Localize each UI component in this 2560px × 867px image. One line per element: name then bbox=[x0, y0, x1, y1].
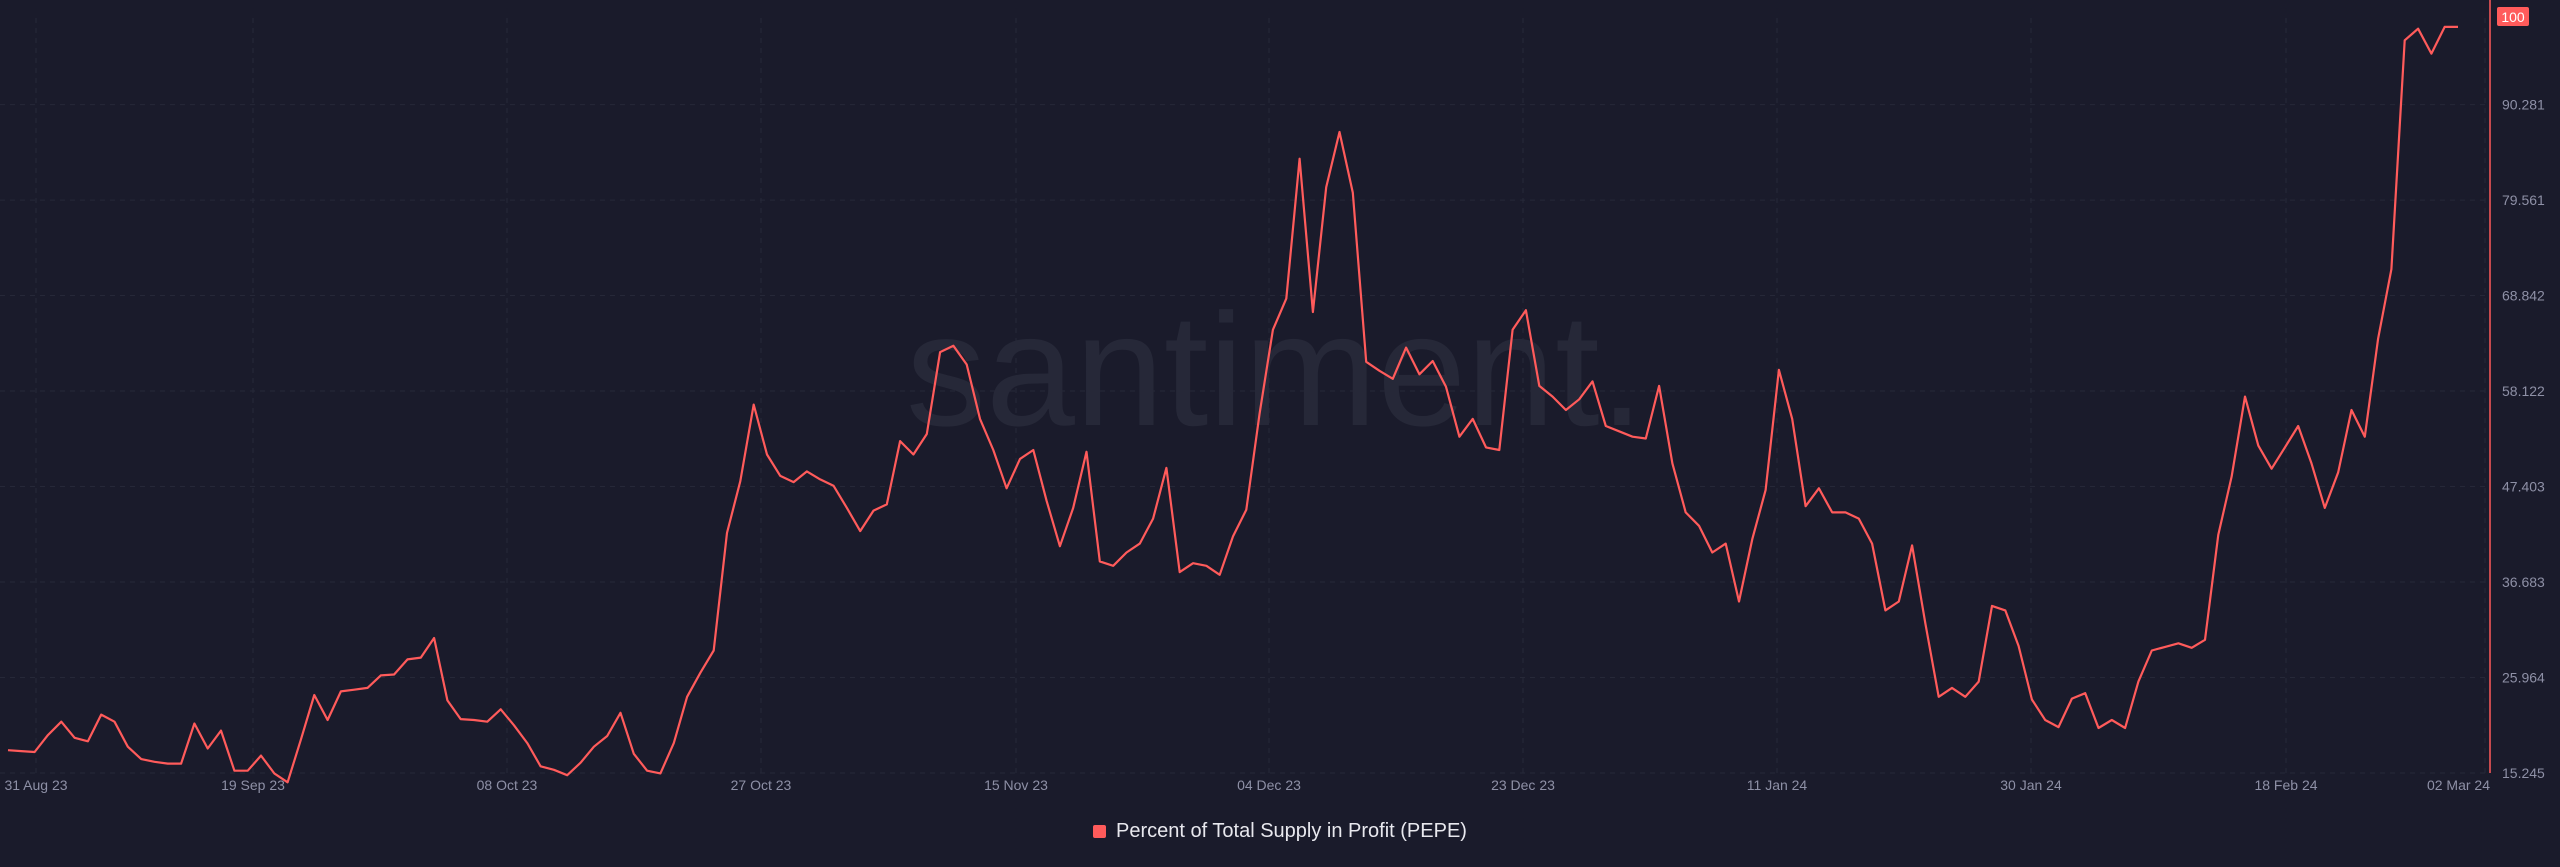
grid-lines bbox=[0, 18, 2490, 774]
x-tick-label: 02 Mar 24 bbox=[2427, 777, 2490, 793]
y-axis-ticks: 90.281 79.561 68.842 58.122 47.403 36.683 25.9… bbox=[2502, 97, 2545, 781]
x-tick-label: 27 Oct 23 bbox=[731, 777, 792, 793]
x-tick-label: 19 Sep 23 bbox=[221, 777, 285, 793]
current-value-badge: 100 bbox=[2497, 7, 2529, 26]
y-tick-label: 47.403 bbox=[2502, 479, 2545, 495]
santiment-watermark: santiment. bbox=[906, 280, 1644, 459]
series-line-pepe-supply-in-profit bbox=[7, 25, 2458, 784]
x-tick-label: 04 Dec 23 bbox=[1237, 777, 1301, 793]
x-tick-label: 23 Dec 23 bbox=[1491, 777, 1555, 793]
x-axis-ticks: 31 Aug 23 19 Sep 23 08 Oct 23 27 Oct 23 15 N… bbox=[4, 777, 2490, 793]
y-tick-label: 90.281 bbox=[2502, 97, 2545, 113]
x-tick-label: 08 Oct 23 bbox=[477, 777, 538, 793]
y-tick-label: 36.683 bbox=[2502, 574, 2545, 590]
legend-swatch-icon bbox=[1093, 825, 1107, 838]
x-tick-label: 18 Feb 24 bbox=[2254, 777, 2317, 793]
y-tick-label: 79.561 bbox=[2502, 192, 2545, 208]
series-layer bbox=[7, 25, 2458, 784]
x-tick-label: 11 Jan 24 bbox=[1747, 777, 1808, 793]
y-tick-label: 58.122 bbox=[2502, 383, 2545, 399]
x-tick-label: 15 Nov 23 bbox=[984, 777, 1048, 793]
x-tick-label: 31 Aug 23 bbox=[4, 777, 67, 793]
y-tick-label: 68.842 bbox=[2502, 288, 2545, 304]
current-value-badge-box bbox=[2497, 7, 2529, 26]
chart-svg: santiment. 31 Aug 23 19 Sep 23 08 Oct 23 27… bbox=[0, 0, 2545, 793]
legend[interactable]: Percent of Total Supply in Profit (PEPE) bbox=[0, 820, 2560, 843]
y-tick-label: 15.245 bbox=[2502, 765, 2545, 781]
legend-label: Percent of Total Supply in Profit (PEPE) bbox=[1116, 820, 1467, 842]
current-value-badge-label: 100 bbox=[2501, 9, 2525, 25]
y-tick-label: 25.964 bbox=[2502, 670, 2545, 686]
x-tick-label: 30 Jan 24 bbox=[2000, 777, 2062, 793]
